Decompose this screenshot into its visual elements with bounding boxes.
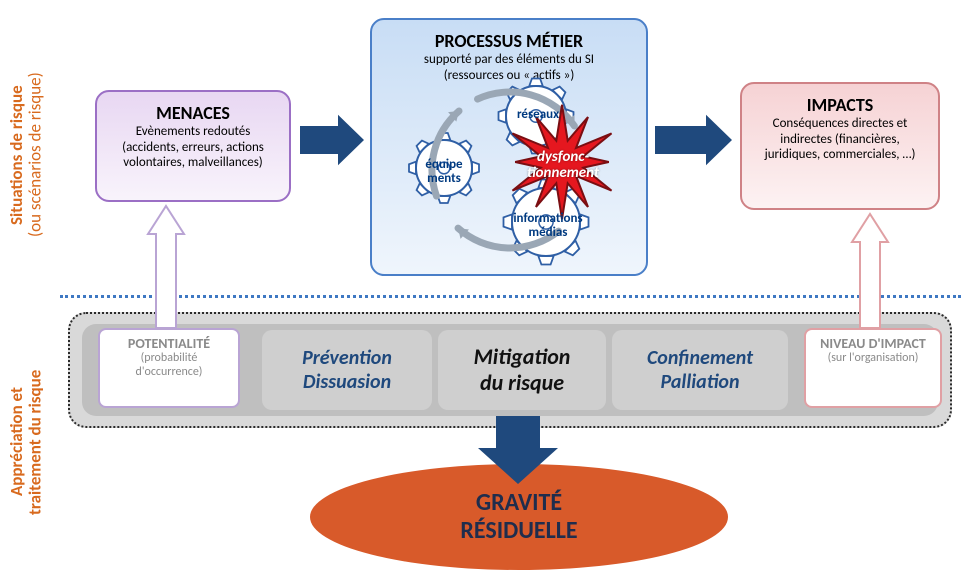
processus-sub: supporté par des éléments du SI (ressour… xyxy=(384,52,634,83)
cell-line: Confinement xyxy=(647,346,753,370)
confinement-cell: Confinement Palliation xyxy=(612,330,788,410)
cell-line: du risque xyxy=(480,369,564,396)
gravite-ellipse: GRAVITÉ RÉSIDUELLE xyxy=(310,464,728,570)
cell-line: Mitigation xyxy=(474,343,571,370)
prevention-cell: Prévention Dissuasion xyxy=(262,330,432,410)
menaces-title: MENACES xyxy=(109,102,277,124)
mitigation-cell: Mitigation du risque xyxy=(438,330,606,410)
cell-line: Palliation xyxy=(660,370,739,394)
niveau-title: NIVEAU D'IMPACT xyxy=(812,336,934,352)
gear-label-informations: informationsmédias xyxy=(503,212,593,239)
ellipse-line: GRAVITÉ xyxy=(476,489,562,517)
impacts-title: IMPACTS xyxy=(754,94,926,116)
processus-title: PROCESSUS MÉTIER xyxy=(384,30,634,52)
niveau-sub: (sur l'organisation) xyxy=(812,352,934,366)
potentialite-sub: (probabilité d'occurrence) xyxy=(106,352,232,380)
cell-line: Dissuasion xyxy=(303,370,391,394)
menaces-box: MENACES Evènements redoutés (accidents, … xyxy=(95,90,291,202)
section-label-risk-treatment: Appréciation et traitement du risque xyxy=(8,312,45,572)
burst-line: tionnement xyxy=(527,164,599,182)
cell-line: Prévention xyxy=(302,346,392,370)
label-line: traitement du risque xyxy=(25,369,46,514)
section-divider xyxy=(60,295,961,298)
impacts-sub: Conséquences directes et indirectes (fin… xyxy=(754,116,926,163)
gear-label-equipements: équipements xyxy=(414,158,474,185)
potentialite-title: POTENTIALITÉ xyxy=(106,336,232,352)
impacts-box: IMPACTS Conséquences directes et indirec… xyxy=(740,82,940,210)
label-line: (ou scénarios de risque) xyxy=(25,73,46,238)
section-label-risk-situations: Situations de risque (ou scénarios de ri… xyxy=(8,30,45,280)
potentialite-box: POTENTIALITÉ (probabilité d'occurrence) xyxy=(98,328,240,408)
gear-label-reseaux: réseaux xyxy=(508,108,568,122)
menaces-sub: Evènements redoutés (accidents, erreurs,… xyxy=(109,124,277,171)
niveau-impact-box: NIVEAU D'IMPACT (sur l'organisation) xyxy=(804,328,942,408)
burst-label: dysfonc- tionnement xyxy=(508,150,618,182)
ellipse-line: RÉSIDUELLE xyxy=(460,517,577,545)
